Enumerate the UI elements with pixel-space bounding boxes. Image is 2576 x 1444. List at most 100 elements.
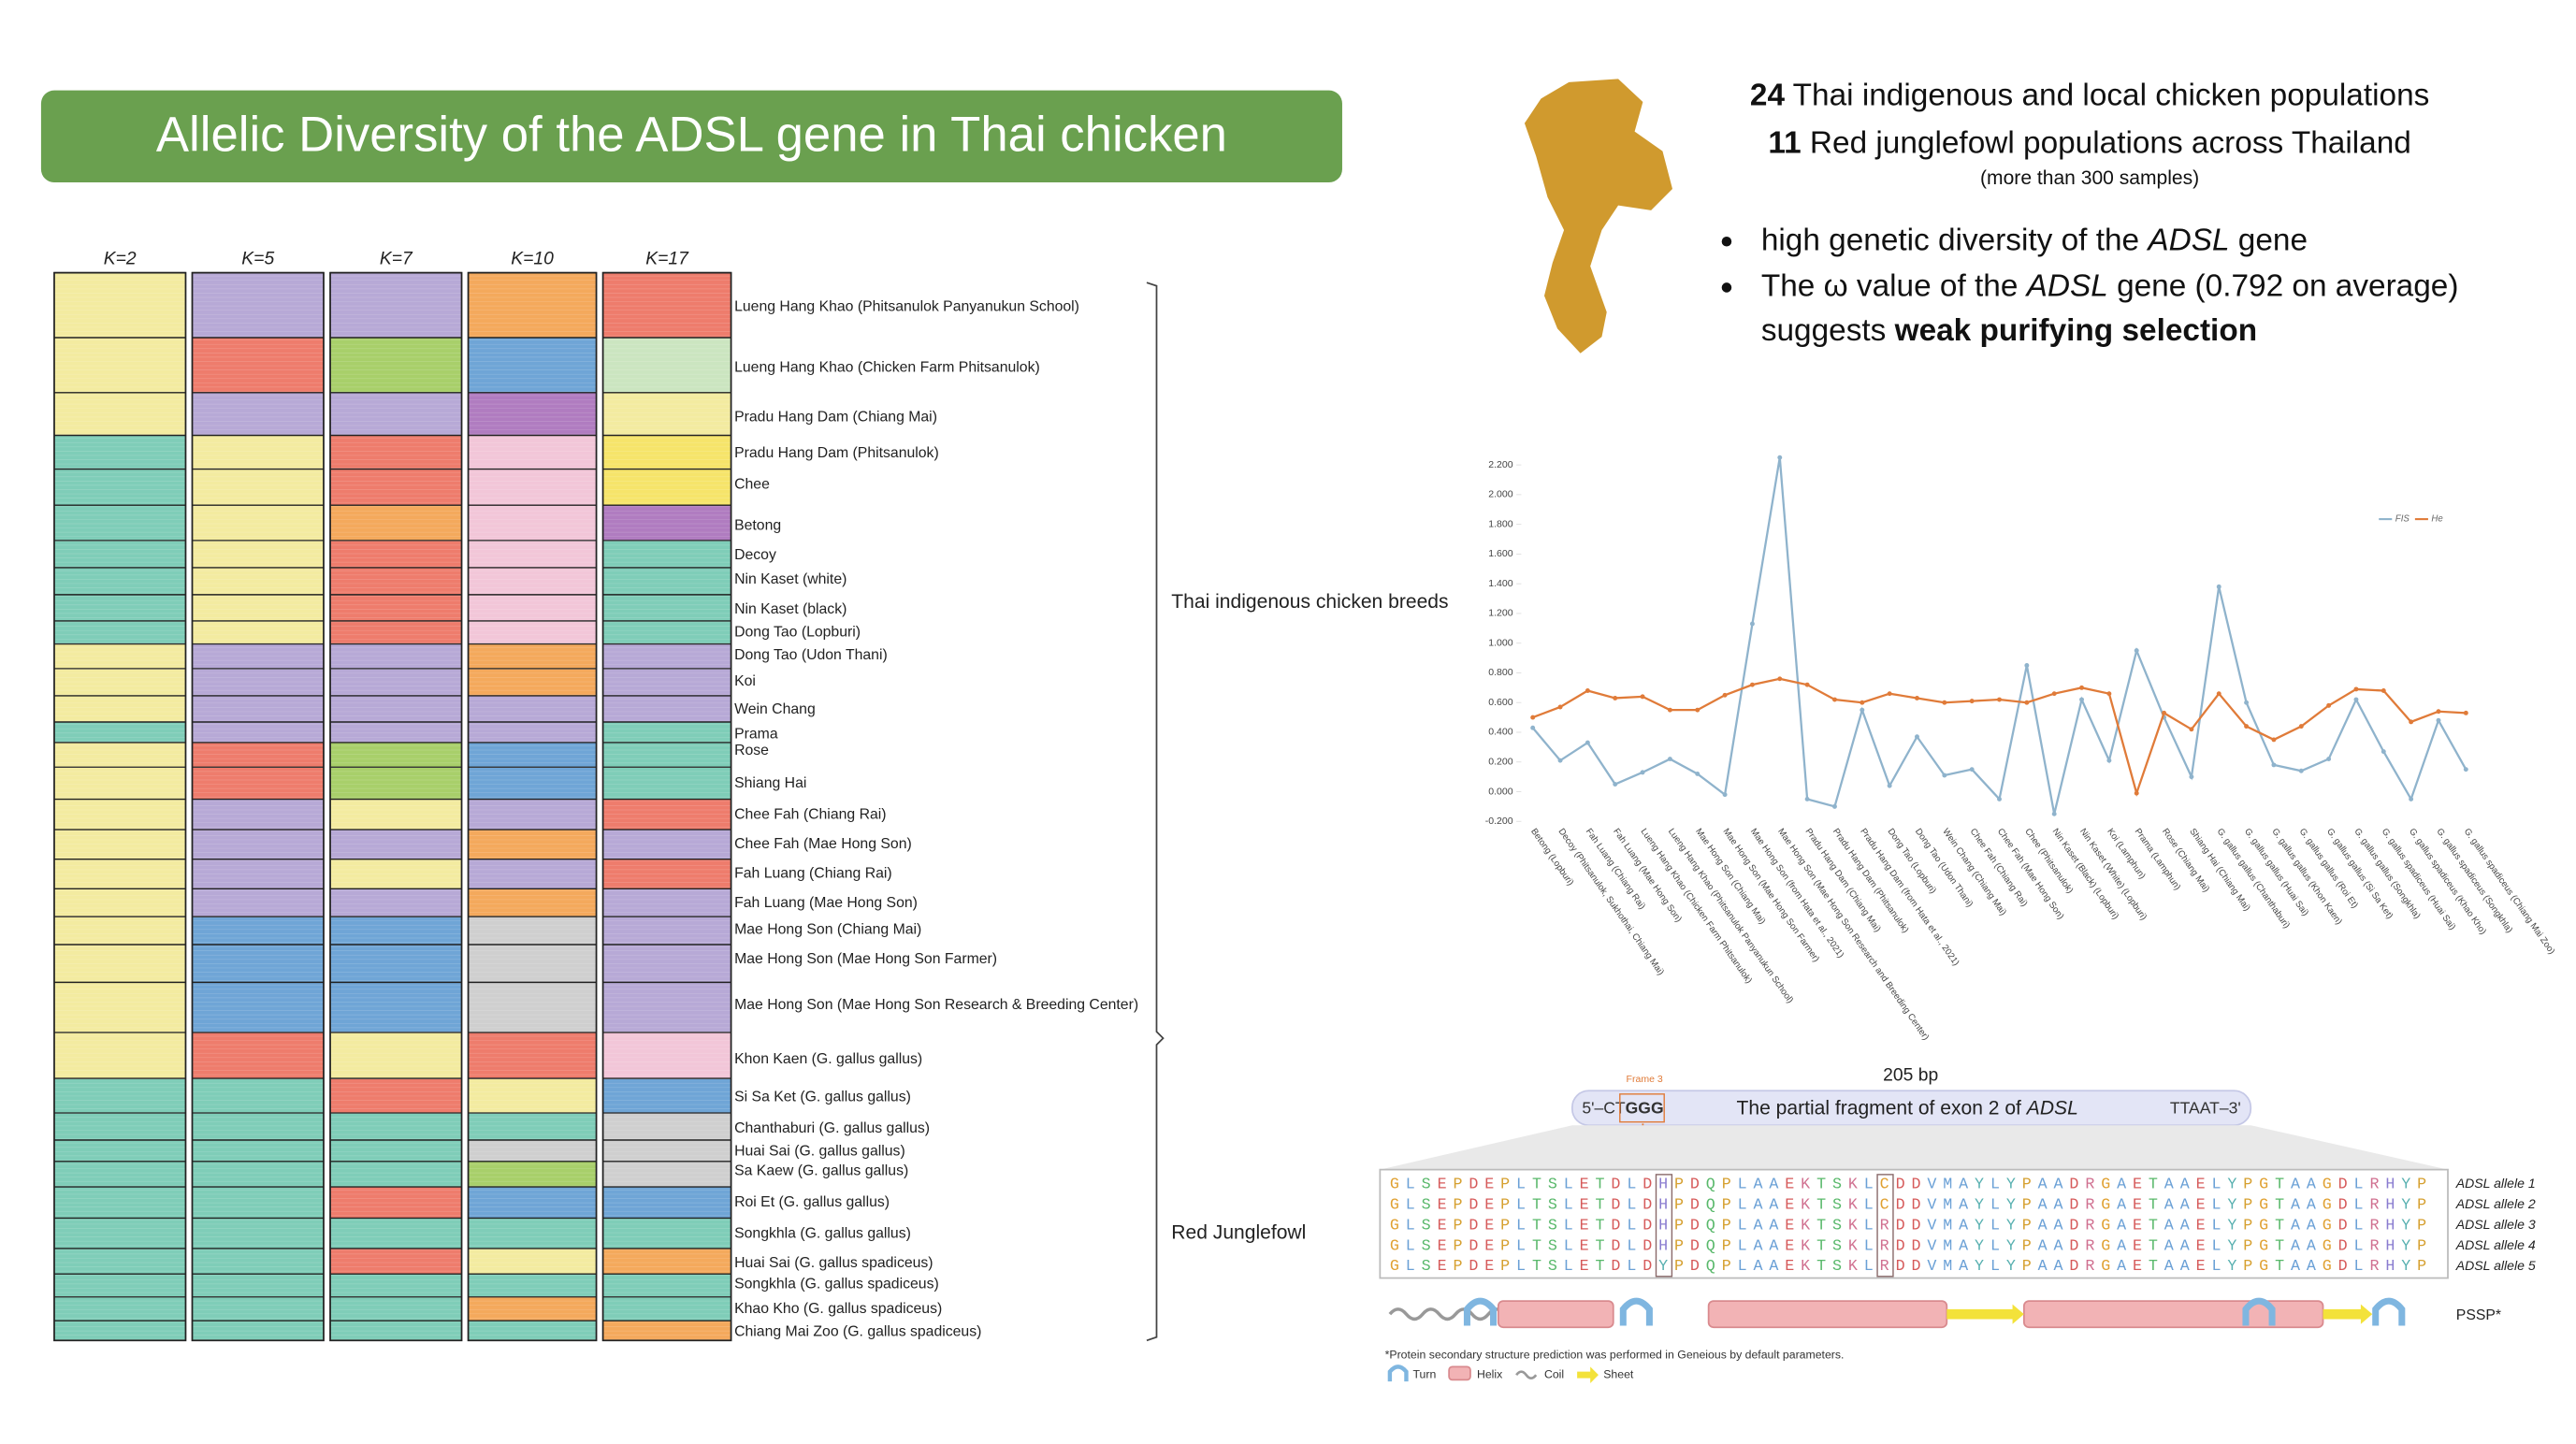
residue: Y <box>2227 1197 2236 1215</box>
data-point <box>2216 691 2221 697</box>
data-point <box>2051 811 2057 816</box>
ancestry-block <box>53 830 186 859</box>
ancestry-block <box>330 643 462 669</box>
ancestry-block <box>192 722 325 743</box>
residue: E <box>2133 1259 2142 1277</box>
data-point <box>2271 737 2277 743</box>
residue: Q <box>1706 1197 1715 1215</box>
ancestry-block <box>330 392 462 436</box>
residue: G <box>1390 1238 1399 1256</box>
residue: A <box>2180 1197 2190 1215</box>
residue: L <box>1990 1238 2000 1256</box>
residue: H <box>2385 1197 2395 1215</box>
title: Allelic Diversity of the ADSL gene in Th… <box>156 108 1227 163</box>
residue: D <box>1469 1197 1478 1215</box>
data-point <box>1667 757 1672 762</box>
residue: L <box>1738 1177 1747 1194</box>
length-label: 205 bp <box>1883 1066 1938 1086</box>
data-point <box>2409 719 2414 725</box>
five-prime: 5'–CTGGG <box>1582 1098 1663 1117</box>
residue: P <box>1674 1238 1684 1256</box>
residue: E <box>1785 1259 1794 1277</box>
ancestry-block <box>53 668 186 696</box>
residue: D <box>1690 1259 1700 1277</box>
residue: G <box>2101 1238 2110 1256</box>
residue: R <box>1880 1218 1889 1235</box>
ancestry-block <box>53 594 186 621</box>
ancestry-block <box>192 799 325 830</box>
residue: E <box>2133 1197 2142 1215</box>
run: The partial fragment of exon 2 of <box>1737 1097 2027 1119</box>
legend-label: Helix <box>1477 1367 1503 1380</box>
data-point <box>2079 685 2084 690</box>
residue: Q <box>1706 1238 1715 1256</box>
residue: T <box>2149 1238 2158 1256</box>
data-point <box>2024 700 2030 705</box>
residue: P <box>2243 1177 2252 1194</box>
ancestry-block <box>468 1218 597 1249</box>
bullet-text: high genetic diversity of the ADSL gene <box>1761 223 2308 257</box>
ancestry-block <box>468 1078 597 1114</box>
allele-label: ADSL allele 3 <box>2455 1217 2536 1232</box>
data-point <box>2106 758 2112 763</box>
residue: D <box>1611 1218 1620 1235</box>
ancestry-block <box>468 888 597 917</box>
data-point <box>1804 796 1810 801</box>
residue: P <box>2243 1197 2252 1215</box>
residue: L <box>1738 1197 1747 1215</box>
ancestry-block <box>468 594 597 621</box>
residue: S <box>1832 1197 1842 1215</box>
ancestry-block <box>330 1248 462 1275</box>
residue: E <box>1438 1177 1447 1194</box>
population-label: Chanthaburi (G. gallus gallus) <box>734 1120 930 1136</box>
data-point <box>1749 682 1755 687</box>
residue: Y <box>1975 1218 1984 1235</box>
population-label: Koi <box>734 673 756 689</box>
residue: Y <box>1658 1259 1668 1277</box>
ancestry-block <box>602 799 731 830</box>
residue: T <box>1816 1177 1826 1194</box>
residue: A <box>2117 1177 2126 1194</box>
residue: A <box>2038 1197 2048 1215</box>
ancestry-block <box>468 695 597 722</box>
ancestry-block <box>468 722 597 743</box>
ancestry-block <box>602 620 731 644</box>
residue: A <box>1769 1218 1778 1235</box>
residue: M <box>1943 1197 1952 1215</box>
legend-label: Turn <box>1412 1367 1436 1380</box>
residue: L <box>2212 1177 2221 1194</box>
residue: L <box>1864 1197 1874 1215</box>
residue: L <box>1516 1238 1526 1256</box>
title-banner <box>40 90 1342 183</box>
ancestry-block <box>468 767 597 800</box>
ancestry-block <box>468 567 597 595</box>
residue: A <box>2307 1218 2316 1235</box>
residue: D <box>1911 1259 1920 1277</box>
ancestry-block <box>330 272 462 339</box>
legend-label: FIS <box>2395 514 2410 525</box>
ancestry-block <box>53 722 186 743</box>
ancestry-block <box>192 917 325 945</box>
residue: A <box>2117 1259 2126 1277</box>
residue: P <box>1453 1218 1462 1235</box>
ancestry-block <box>468 1321 597 1341</box>
residue: K <box>1848 1238 1858 1256</box>
residue: A <box>2180 1177 2190 1194</box>
ancestry-block <box>53 859 186 889</box>
residue: D <box>2338 1238 2348 1256</box>
residue: Y <box>2006 1197 2016 1215</box>
data-point <box>1942 700 1947 705</box>
ancestry-block <box>602 435 731 469</box>
data-point <box>2353 686 2359 692</box>
residue: G <box>2259 1177 2268 1194</box>
structure-plot: K=2 K=5 K=7 K=10 K=17 Lueng Hang Khao (Phitsa… <box>53 250 1449 1342</box>
residue: D <box>1611 1197 1620 1215</box>
residue: P <box>1722 1218 1731 1235</box>
data-point <box>2436 717 2441 723</box>
ancestry-block <box>53 435 186 469</box>
residue: E <box>1785 1197 1794 1215</box>
residue: T <box>1532 1197 1541 1215</box>
residue: D <box>1611 1238 1620 1256</box>
